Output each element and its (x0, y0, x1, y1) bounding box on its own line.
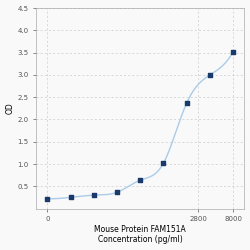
Point (138, 178, 142, 182)
Point (231, 50, 235, 54)
Point (92, 193, 96, 197)
X-axis label: Mouse Protein FAM151A
Concentration (pg/ml): Mouse Protein FAM151A Concentration (pg/… (94, 225, 186, 244)
Point (185, 101, 189, 105)
Point (115, 190, 119, 194)
Point (162, 161, 166, 165)
Point (68, 195, 72, 199)
Point (46, 197, 50, 201)
Y-axis label: OD: OD (6, 102, 15, 114)
Point (208, 73, 212, 77)
